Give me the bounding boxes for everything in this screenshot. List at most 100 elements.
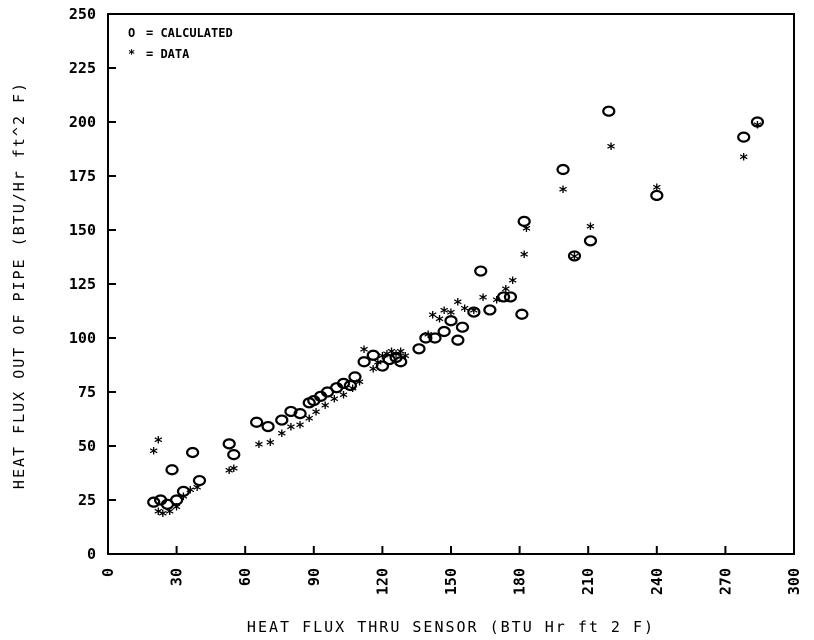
- x-tick-label: 120: [373, 568, 391, 595]
- data-point: *: [373, 355, 383, 374]
- y-tick-label: 100: [69, 329, 96, 347]
- calculated-point: [186, 446, 200, 459]
- x-tick-label: 210: [579, 568, 597, 595]
- calculated-point: [750, 116, 765, 128]
- y-tick-label: 75: [78, 383, 96, 401]
- calculated-point: [412, 343, 426, 355]
- calculated-point: [394, 356, 408, 368]
- data-point: *: [330, 392, 340, 411]
- calculated-point: [222, 438, 236, 450]
- data-point: *: [570, 249, 580, 268]
- calculated-point: [227, 449, 241, 461]
- y-tick-label: 125: [69, 275, 96, 293]
- data-point: *: [179, 489, 189, 508]
- data-point: *: [501, 281, 511, 300]
- data-point: *: [224, 463, 234, 482]
- data-point: *: [304, 411, 314, 430]
- data-point: *: [320, 398, 330, 417]
- data-point: *: [158, 506, 168, 525]
- calculated-point: [375, 360, 389, 372]
- calculated-point: [343, 379, 357, 392]
- data-point: *: [519, 247, 529, 266]
- data-point: *: [185, 482, 195, 501]
- legend: O = CALCULATED * = DATA: [128, 26, 233, 61]
- data-point: *: [460, 301, 470, 320]
- calculated-point: [147, 496, 161, 508]
- data-point: *: [446, 305, 456, 324]
- y-tick-label: 25: [78, 491, 96, 509]
- x-tick-label: 180: [511, 568, 529, 595]
- calculated-point: [583, 235, 598, 247]
- data-point: *: [396, 344, 406, 363]
- calculated-point: [428, 332, 442, 344]
- y-axis: 0 25 50 75 100 125 150 175 200 225 250: [69, 5, 116, 563]
- data-point: *: [508, 273, 518, 292]
- data-point: *: [172, 500, 182, 519]
- data-point: *: [311, 405, 321, 424]
- calculated-point: [556, 163, 570, 176]
- x-tick-label: 240: [648, 568, 666, 595]
- data-point: *: [355, 374, 365, 393]
- data-point: *: [439, 303, 449, 322]
- data-point: *: [652, 180, 662, 199]
- calculated-point: [451, 334, 465, 346]
- data-point: *: [378, 348, 388, 367]
- x-axis: 0 30 60 90 120 150 180 210 240 270 300: [99, 546, 803, 595]
- data-point: *: [153, 504, 163, 523]
- calculated-point: [567, 250, 582, 262]
- calculated-point: [250, 416, 264, 428]
- data-point: *: [586, 219, 596, 238]
- y-tick-label: 50: [78, 437, 96, 455]
- calculated-point: [165, 464, 179, 476]
- calculated-point: [192, 474, 207, 487]
- x-tick-label: 30: [168, 568, 186, 586]
- data-point: *: [382, 346, 392, 365]
- data-point: *: [266, 435, 276, 454]
- data-point: *: [254, 437, 264, 456]
- calculated-point: [261, 420, 275, 433]
- calculated-point: [284, 405, 298, 418]
- legend-label-calculated: = CALCULATED: [146, 26, 233, 40]
- data-point: *: [522, 221, 532, 240]
- calculated-point: [419, 332, 433, 344]
- calculated-point: [467, 306, 481, 318]
- data-point: *: [435, 312, 445, 331]
- data-point: *: [606, 139, 616, 158]
- data-point: *: [423, 327, 433, 346]
- y-tick-label: 200: [69, 113, 96, 131]
- y-tick-label: 250: [69, 5, 96, 23]
- data-point: *: [295, 418, 305, 437]
- legend-marker-calculated: O: [128, 26, 135, 40]
- data-point: *: [286, 420, 296, 439]
- calculated-point: [515, 308, 529, 320]
- data-point: *: [400, 348, 410, 367]
- calculated-point: [602, 105, 616, 117]
- calculated-point: [737, 131, 751, 143]
- y-tick-label: 150: [69, 221, 96, 239]
- data-point: *: [387, 344, 397, 363]
- x-tick-label: 90: [305, 568, 323, 586]
- legend-label-data: = DATA: [146, 47, 190, 61]
- x-tick-label: 150: [442, 568, 460, 595]
- data-point: *: [753, 117, 763, 136]
- data-point: *: [153, 433, 163, 452]
- calculated-point: [176, 485, 191, 497]
- data-point: *: [149, 443, 159, 462]
- data-point: *: [558, 182, 568, 201]
- data-point: *: [391, 346, 401, 365]
- data-point: *: [428, 307, 438, 326]
- data-point: *: [165, 504, 175, 523]
- x-axis-title: HEAT FLUX THRU SENSOR (BTU Hr ft 2 F): [247, 618, 655, 636]
- calculated-point: [293, 408, 307, 420]
- data-point: *: [492, 292, 502, 311]
- calculated-point: [503, 291, 518, 303]
- data-point: *: [453, 294, 463, 313]
- y-tick-label: 0: [87, 545, 96, 563]
- x-tick-label: 270: [716, 568, 734, 595]
- calculated-point: [455, 321, 470, 333]
- data-point: *: [469, 303, 479, 322]
- data-point: *: [359, 342, 369, 361]
- calculated-point: [170, 494, 184, 506]
- y-tick-label: 175: [69, 167, 96, 185]
- data-point: *: [339, 387, 349, 406]
